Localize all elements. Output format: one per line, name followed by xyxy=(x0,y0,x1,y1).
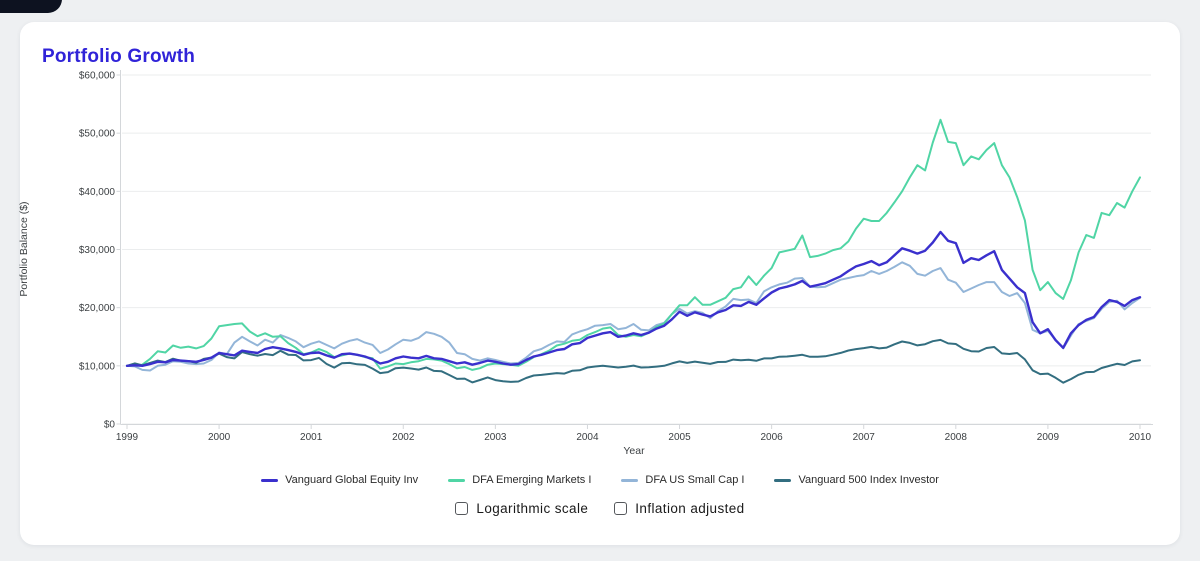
y-tick-label: $40,000 xyxy=(79,187,116,198)
legend-swatch-vanguard-global-equity-inv xyxy=(261,478,279,482)
y-tick-label: $30,000 xyxy=(79,245,116,256)
legend-label-dfa-us-small-cap-i: DFA US Small Cap I xyxy=(645,474,745,486)
chart-legend: Vanguard Global Equity Inv DFA Emerging M… xyxy=(20,474,1180,486)
x-axis-title: Year xyxy=(623,445,645,457)
series-line-dfa-us-small-cap-i[interactable] xyxy=(126,261,1141,372)
series-line-dfa-emerging-markets-i[interactable] xyxy=(126,118,1141,371)
legend-item-dfa-us-small-cap-i[interactable]: DFA US Small Cap I xyxy=(621,474,744,486)
logarithmic-scale-label: Logarithmic scale xyxy=(476,501,589,516)
cropped-dark-element xyxy=(0,0,62,13)
x-tick-label: 2003 xyxy=(484,432,507,443)
x-tick-label: 2001 xyxy=(300,432,323,443)
inflation-adjusted-checkbox[interactable] xyxy=(614,502,628,515)
logarithmic-scale-control: Logarithmic scale xyxy=(455,501,588,516)
x-tick-label: 1999 xyxy=(116,432,139,443)
page-title: Portfolio Growth xyxy=(42,46,196,67)
legend-swatch-dfa-us-small-cap-i xyxy=(621,478,639,482)
legend-item-dfa-emerging-markets-i[interactable]: DFA Emerging Markets I xyxy=(448,474,591,486)
inflation-adjusted-control: Inflation adjusted xyxy=(614,501,744,516)
chart-controls: Logarithmic scale Inflation adjusted xyxy=(20,501,1180,516)
legend-label-vanguard-500-index-investor: Vanguard 500 Index Investor xyxy=(798,474,939,486)
legend-item-vanguard-500-index-investor[interactable]: Vanguard 500 Index Investor xyxy=(774,474,939,486)
y-tick-label: $20,000 xyxy=(79,303,116,314)
inflation-adjusted-label: Inflation adjusted xyxy=(635,501,745,516)
legend-swatch-dfa-emerging-markets-i xyxy=(448,478,466,482)
y-tick-label: $0 xyxy=(104,420,116,431)
y-tick-label: $10,000 xyxy=(79,361,116,372)
series-line-vanguard-global-equity-inv[interactable] xyxy=(125,230,1142,367)
growth-chart-plot-area[interactable]: $0 $10,000 $20,000 $30,000 $40,000 $50,000 $60… xyxy=(20,22,1180,472)
legend-label-dfa-emerging-markets-i: DFA Emerging Markets I xyxy=(472,474,592,486)
x-tick-label: 2002 xyxy=(392,432,415,443)
logarithmic-scale-checkbox[interactable] xyxy=(455,502,469,515)
y-tick-label: $50,000 xyxy=(79,129,116,140)
series-line-vanguard-500-index-investor[interactable] xyxy=(126,338,1141,384)
x-tick-label: 2007 xyxy=(853,432,876,443)
legend-item-vanguard-global-equity-inv[interactable]: Vanguard Global Equity Inv xyxy=(261,474,418,486)
x-tick-label: 2000 xyxy=(208,432,231,443)
legend-swatch-vanguard-500-index-investor xyxy=(774,478,792,482)
x-tick-label: 2004 xyxy=(576,432,599,443)
legend-label-vanguard-global-equity-inv: Vanguard Global Equity Inv xyxy=(285,474,419,486)
x-tick-label: 2009 xyxy=(1037,432,1060,443)
y-axis-title: Portfolio Balance ($) xyxy=(18,201,30,297)
y-tick-label: $60,000 xyxy=(79,71,116,82)
x-tick-label: 2010 xyxy=(1129,432,1152,443)
x-tick-label: 2006 xyxy=(761,432,784,443)
x-tick-label: 2005 xyxy=(668,432,691,443)
portfolio-growth-card: Portfolio Growth $0 $10,000 $20,000 $30,000… xyxy=(18,22,1180,545)
x-tick-label: 2008 xyxy=(945,432,968,443)
